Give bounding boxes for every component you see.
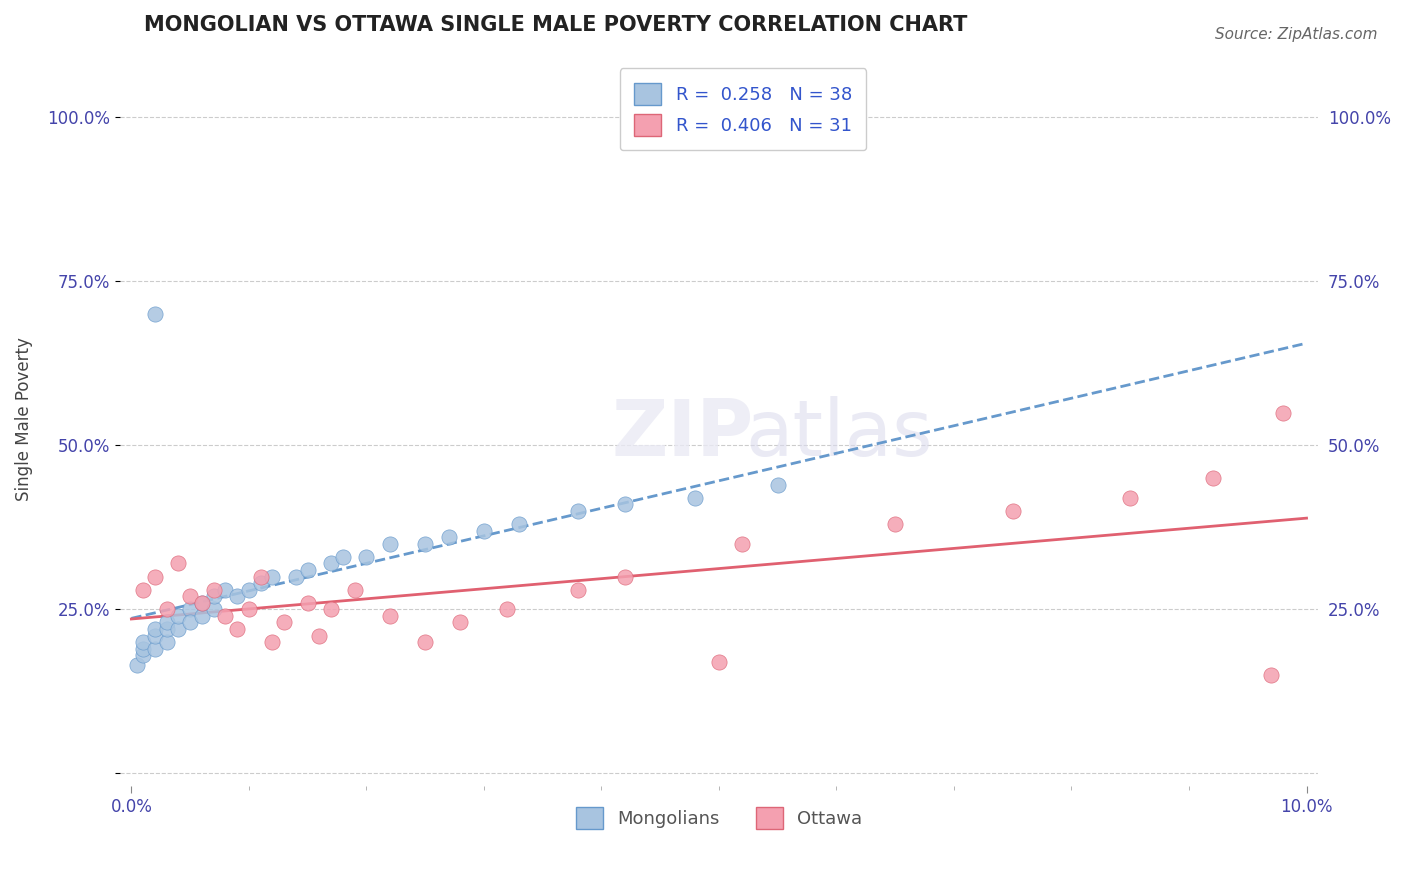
Point xyxy=(884,517,907,532)
Point xyxy=(321,557,343,571)
Point xyxy=(472,524,495,538)
Point xyxy=(567,504,589,518)
Point xyxy=(191,596,214,610)
Point xyxy=(143,569,166,583)
Point xyxy=(191,596,214,610)
Text: ZIP: ZIP xyxy=(612,396,754,472)
Point xyxy=(297,596,319,610)
Point xyxy=(202,602,225,616)
Point xyxy=(156,615,179,630)
Point xyxy=(214,582,236,597)
Point xyxy=(214,609,236,624)
Point xyxy=(262,569,284,583)
Point xyxy=(343,582,366,597)
Point xyxy=(156,602,179,616)
Point xyxy=(202,582,225,597)
Point xyxy=(413,537,436,551)
Point xyxy=(167,557,190,571)
Point xyxy=(238,602,260,616)
Point xyxy=(167,609,190,624)
Point xyxy=(613,569,636,583)
Point xyxy=(143,622,166,636)
Point xyxy=(731,537,754,551)
Point xyxy=(1260,668,1282,682)
Point xyxy=(179,589,201,603)
Point xyxy=(132,635,155,649)
Point xyxy=(132,641,155,656)
Point xyxy=(567,582,589,597)
Point xyxy=(378,609,401,624)
Point xyxy=(226,589,249,603)
Point xyxy=(179,602,201,616)
Point xyxy=(262,635,284,649)
Point xyxy=(191,609,214,624)
Point xyxy=(284,569,307,583)
Point xyxy=(449,615,471,630)
Point xyxy=(413,635,436,649)
Point xyxy=(238,582,260,597)
Point xyxy=(156,635,179,649)
Point xyxy=(437,530,460,544)
Point xyxy=(1001,504,1024,518)
Point xyxy=(143,641,166,656)
Point xyxy=(143,629,166,643)
Point xyxy=(321,602,343,616)
Point xyxy=(685,491,707,505)
Point xyxy=(613,498,636,512)
Point xyxy=(143,307,166,321)
Text: MONGOLIAN VS OTTAWA SINGLE MALE POVERTY CORRELATION CHART: MONGOLIAN VS OTTAWA SINGLE MALE POVERTY … xyxy=(143,15,967,35)
Y-axis label: Single Male Poverty: Single Male Poverty xyxy=(15,337,32,501)
Point xyxy=(273,615,295,630)
Point xyxy=(226,622,249,636)
Point xyxy=(1272,406,1295,420)
Text: Source: ZipAtlas.com: Source: ZipAtlas.com xyxy=(1215,27,1378,42)
Point xyxy=(508,517,530,532)
Point xyxy=(249,569,271,583)
Text: atlas: atlas xyxy=(745,396,932,472)
Point xyxy=(167,622,190,636)
Point xyxy=(1119,491,1142,505)
Legend: Mongolians, Ottawa: Mongolians, Ottawa xyxy=(568,800,869,836)
Point xyxy=(297,563,319,577)
Point xyxy=(496,602,519,616)
Point xyxy=(707,655,730,669)
Point xyxy=(378,537,401,551)
Point xyxy=(766,477,789,491)
Point xyxy=(1201,471,1223,485)
Point xyxy=(132,582,155,597)
Point xyxy=(127,658,149,673)
Point xyxy=(356,549,378,564)
Point xyxy=(202,589,225,603)
Point xyxy=(179,615,201,630)
Point xyxy=(156,622,179,636)
Point xyxy=(132,648,155,663)
Point xyxy=(308,629,330,643)
Point xyxy=(249,576,271,591)
Point xyxy=(332,549,354,564)
